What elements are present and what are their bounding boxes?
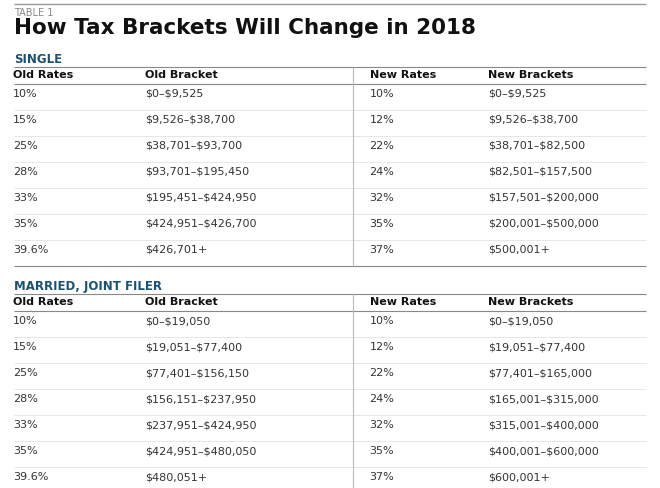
Text: $237,951–$424,950: $237,951–$424,950 bbox=[145, 420, 257, 430]
Text: 10%: 10% bbox=[13, 89, 38, 99]
Text: 25%: 25% bbox=[13, 141, 38, 151]
Text: 37%: 37% bbox=[370, 472, 395, 482]
Text: 10%: 10% bbox=[13, 316, 38, 326]
Text: $0–$9,525: $0–$9,525 bbox=[488, 89, 546, 99]
Text: $77,401–$165,000: $77,401–$165,000 bbox=[488, 368, 593, 378]
Text: 22%: 22% bbox=[370, 368, 395, 378]
Text: $500,001+: $500,001+ bbox=[488, 245, 550, 255]
Text: $9,526–$38,700: $9,526–$38,700 bbox=[145, 115, 236, 125]
Text: $315,001–$400,000: $315,001–$400,000 bbox=[488, 420, 599, 430]
Text: 33%: 33% bbox=[13, 193, 38, 203]
Text: $200,001–$500,000: $200,001–$500,000 bbox=[488, 219, 599, 229]
Text: $165,001–$315,000: $165,001–$315,000 bbox=[488, 394, 599, 404]
Text: 15%: 15% bbox=[13, 342, 38, 352]
Text: 37%: 37% bbox=[370, 245, 395, 255]
Text: $38,701–$82,500: $38,701–$82,500 bbox=[488, 141, 585, 151]
Text: Old Rates: Old Rates bbox=[13, 70, 73, 80]
Text: 35%: 35% bbox=[13, 219, 38, 229]
Text: New Rates: New Rates bbox=[370, 70, 436, 80]
Text: SINGLE: SINGLE bbox=[14, 53, 62, 66]
Text: $82,501–$157,500: $82,501–$157,500 bbox=[488, 167, 593, 177]
Text: $19,051–$77,400: $19,051–$77,400 bbox=[488, 342, 585, 352]
Text: Old Bracket: Old Bracket bbox=[145, 297, 218, 307]
Text: 33%: 33% bbox=[13, 420, 38, 430]
Text: 25%: 25% bbox=[13, 368, 38, 378]
Text: $600,001+: $600,001+ bbox=[488, 472, 550, 482]
Text: Old Rates: Old Rates bbox=[13, 297, 73, 307]
Text: New Brackets: New Brackets bbox=[488, 70, 574, 80]
Text: $195,451–$424,950: $195,451–$424,950 bbox=[145, 193, 257, 203]
Text: New Brackets: New Brackets bbox=[488, 297, 574, 307]
Text: 10%: 10% bbox=[370, 89, 394, 99]
Text: $77,401–$156,150: $77,401–$156,150 bbox=[145, 368, 249, 378]
Text: 24%: 24% bbox=[370, 394, 395, 404]
Text: 28%: 28% bbox=[13, 394, 38, 404]
Text: $424,951–$426,700: $424,951–$426,700 bbox=[145, 219, 257, 229]
Text: How Tax Brackets Will Change in 2018: How Tax Brackets Will Change in 2018 bbox=[14, 18, 476, 38]
Text: 12%: 12% bbox=[370, 115, 395, 125]
Text: $19,051–$77,400: $19,051–$77,400 bbox=[145, 342, 242, 352]
Text: $156,151–$237,950: $156,151–$237,950 bbox=[145, 394, 256, 404]
Text: 39.6%: 39.6% bbox=[13, 472, 49, 482]
Text: 39.6%: 39.6% bbox=[13, 245, 49, 255]
Text: $0–$19,050: $0–$19,050 bbox=[488, 316, 554, 326]
Text: $157,501–$200,000: $157,501–$200,000 bbox=[488, 193, 599, 203]
Text: $0–$19,050: $0–$19,050 bbox=[145, 316, 211, 326]
Text: 22%: 22% bbox=[370, 141, 395, 151]
Text: Old Bracket: Old Bracket bbox=[145, 70, 218, 80]
Text: $424,951–$480,050: $424,951–$480,050 bbox=[145, 446, 257, 456]
Text: 32%: 32% bbox=[370, 420, 395, 430]
Text: $38,701–$93,700: $38,701–$93,700 bbox=[145, 141, 242, 151]
Text: 28%: 28% bbox=[13, 167, 38, 177]
Text: $426,701+: $426,701+ bbox=[145, 245, 207, 255]
Text: 10%: 10% bbox=[370, 316, 394, 326]
Text: $93,701–$195,450: $93,701–$195,450 bbox=[145, 167, 249, 177]
Text: $0–$9,525: $0–$9,525 bbox=[145, 89, 203, 99]
Text: MARRIED, JOINT FILER: MARRIED, JOINT FILER bbox=[14, 280, 162, 293]
Text: $480,051+: $480,051+ bbox=[145, 472, 207, 482]
Text: 35%: 35% bbox=[370, 219, 394, 229]
Text: $400,001–$600,000: $400,001–$600,000 bbox=[488, 446, 599, 456]
Text: 12%: 12% bbox=[370, 342, 395, 352]
Text: 35%: 35% bbox=[13, 446, 38, 456]
Text: 35%: 35% bbox=[370, 446, 394, 456]
Text: TABLE 1: TABLE 1 bbox=[14, 8, 53, 18]
Text: 32%: 32% bbox=[370, 193, 395, 203]
Text: $9,526–$38,700: $9,526–$38,700 bbox=[488, 115, 579, 125]
Text: New Rates: New Rates bbox=[370, 297, 436, 307]
Text: 24%: 24% bbox=[370, 167, 395, 177]
Text: 15%: 15% bbox=[13, 115, 38, 125]
